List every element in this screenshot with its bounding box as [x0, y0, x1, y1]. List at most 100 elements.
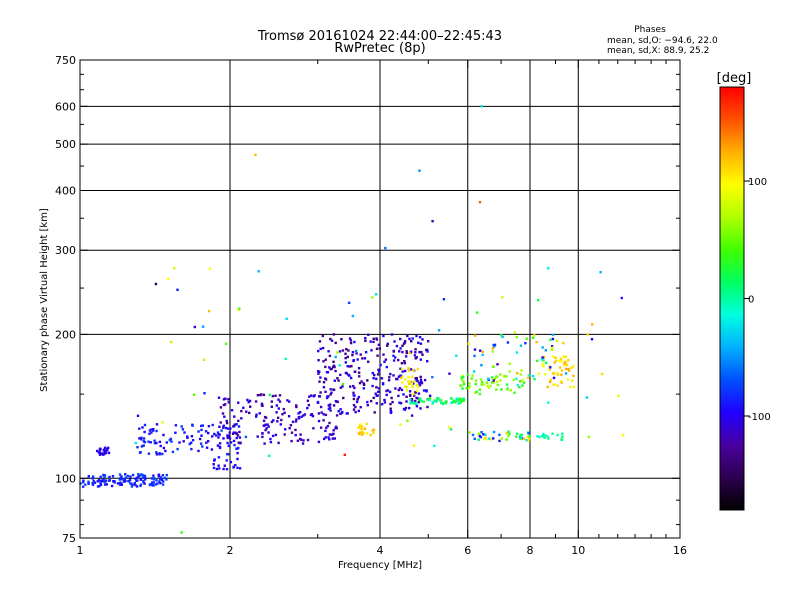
data-point [143, 440, 147, 444]
data-point [159, 482, 162, 485]
data-point [237, 419, 240, 423]
data-point [332, 365, 335, 369]
data-point [484, 433, 487, 436]
phases-title: Phases [634, 25, 666, 35]
data-point [317, 349, 320, 353]
data-point [484, 436, 487, 439]
data-point [477, 432, 481, 435]
data-point [492, 381, 495, 384]
data-point [410, 384, 414, 387]
data-point [141, 426, 144, 429]
data-point [200, 424, 203, 428]
data-point [550, 345, 554, 348]
data-point [480, 431, 483, 434]
data-point [525, 337, 529, 340]
data-point [416, 397, 420, 400]
data-point [256, 394, 260, 397]
data-point [334, 425, 338, 428]
data-point [352, 391, 355, 394]
data-point [226, 441, 229, 445]
data-point [411, 375, 414, 378]
data-point [600, 372, 604, 376]
data-point [290, 439, 293, 443]
data-point [321, 346, 325, 350]
data-point [355, 352, 358, 355]
data-point [324, 390, 327, 393]
data-point [322, 437, 326, 441]
data-point [103, 479, 106, 482]
data-point [498, 433, 501, 437]
data-point [556, 372, 560, 375]
data-point [500, 388, 503, 391]
data-point [553, 361, 556, 364]
data-point [567, 367, 570, 371]
data-point [225, 468, 229, 471]
data-point [375, 394, 378, 397]
data-point [431, 376, 434, 379]
data-point [332, 404, 336, 407]
data-point [155, 441, 158, 445]
data-point [358, 431, 362, 434]
data-point [286, 399, 289, 402]
data-point [197, 449, 200, 453]
data-point [420, 399, 423, 403]
data-point [548, 368, 551, 371]
data-point [531, 336, 535, 339]
data-point [564, 367, 568, 371]
grid-lines [80, 60, 680, 538]
data-point [389, 410, 392, 413]
data-point [505, 432, 508, 435]
data-point [161, 452, 164, 456]
data-point [295, 418, 298, 421]
data-point [142, 444, 145, 447]
data-point [162, 433, 165, 437]
colorbar-tick-label: 100 [748, 177, 767, 188]
data-point [392, 349, 395, 353]
data-point [444, 400, 448, 403]
data-point [562, 341, 565, 345]
data-point [486, 377, 490, 380]
data-point [473, 334, 477, 337]
data-point [319, 391, 322, 394]
data-point [385, 393, 388, 397]
data-point [560, 373, 563, 376]
data-point [421, 353, 424, 356]
data-point [409, 401, 412, 404]
data-point [324, 413, 328, 417]
data-point [408, 406, 411, 410]
data-point [294, 420, 298, 423]
data-point [232, 431, 236, 434]
data-point [548, 380, 552, 384]
data-point [316, 400, 320, 404]
x-tick-label: 1 [77, 544, 84, 557]
data-point [161, 474, 165, 477]
data-point [147, 452, 151, 455]
data-point [527, 437, 531, 440]
data-point [327, 404, 330, 407]
data-point [157, 474, 161, 478]
data-point [321, 334, 324, 338]
data-point [560, 381, 563, 384]
data-point [149, 441, 152, 444]
data-point [473, 348, 477, 351]
data-point [167, 277, 170, 281]
data-point [401, 370, 404, 373]
data-point [103, 446, 107, 449]
data-point [431, 220, 434, 223]
data-point [480, 383, 483, 386]
data-point [505, 375, 508, 378]
data-point [365, 432, 369, 435]
data-point [382, 334, 385, 338]
data-point [415, 379, 418, 382]
data-point [471, 433, 475, 437]
data-point [395, 344, 399, 348]
data-point [294, 428, 297, 432]
data-point [96, 480, 99, 483]
data-point [519, 344, 523, 347]
data-point [500, 334, 503, 337]
data-point [229, 427, 232, 430]
data-point [419, 397, 422, 400]
data-point [563, 364, 566, 367]
data-point [223, 464, 226, 467]
data-point [456, 399, 460, 402]
